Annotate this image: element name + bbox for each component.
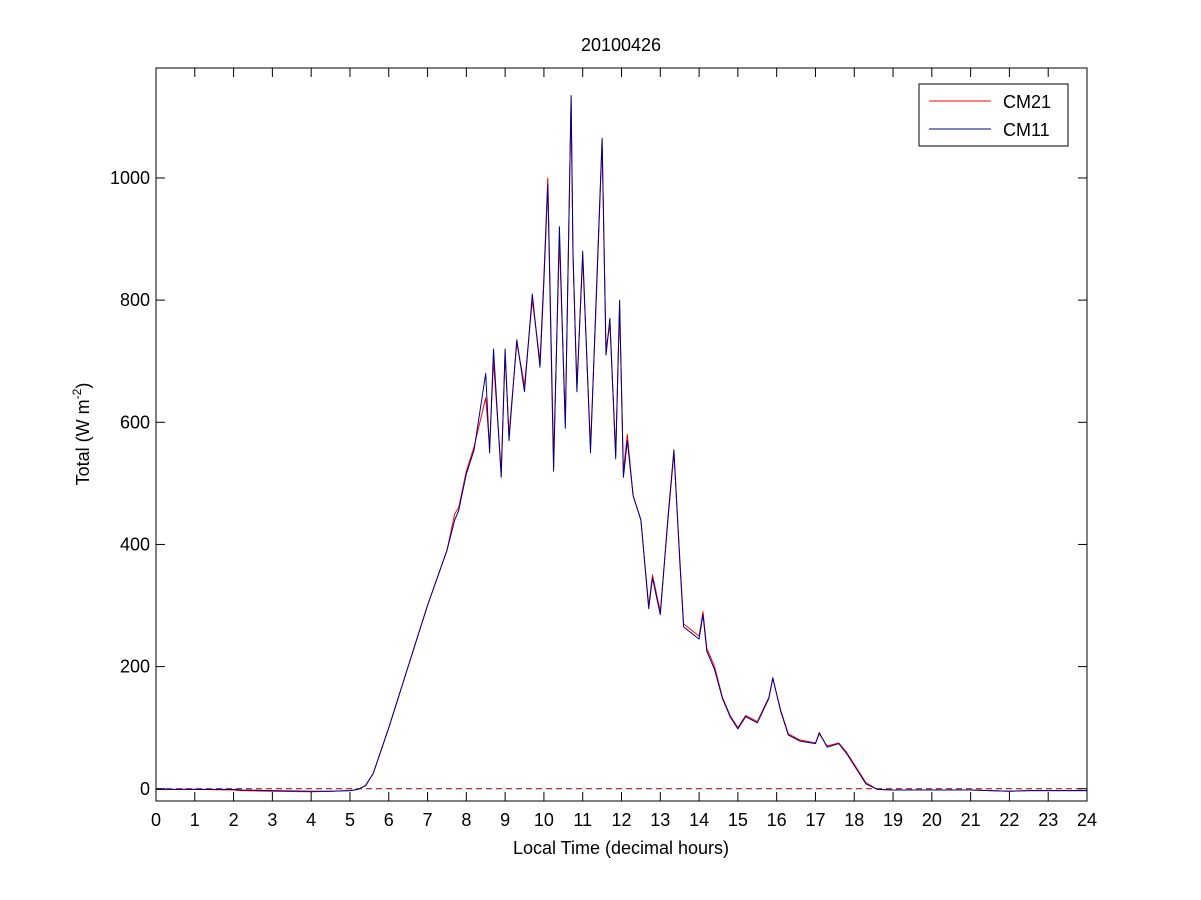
x-tick-label: 8 — [461, 810, 471, 830]
x-tick-label: 12 — [611, 810, 631, 830]
x-tick-label: 4 — [306, 810, 316, 830]
y-axis-label-base: Total (W m — [73, 399, 93, 485]
y-axis-ticks: 0 200 400 600 800 1000 — [110, 168, 1087, 799]
y-axis-label: Total (W m-2) — [70, 383, 93, 486]
legend-label-cm11: CM11 — [1003, 120, 1050, 140]
y-tick-label: 200 — [120, 657, 150, 677]
x-tick-label: 19 — [883, 810, 903, 830]
y-tick-label: 600 — [120, 412, 150, 432]
legend-box — [918, 83, 1069, 147]
x-tick-label: 17 — [805, 810, 825, 830]
x-tick-label: 9 — [500, 810, 510, 830]
x-tick-label: 15 — [728, 810, 748, 830]
legend-label-cm21: CM21 — [1003, 92, 1051, 112]
plot-area — [156, 95, 1087, 793]
chart-title: 20100426 — [581, 35, 661, 55]
x-tick-label: 16 — [767, 810, 787, 830]
x-tick-label: 2 — [229, 810, 239, 830]
x-tick-label: 10 — [534, 810, 554, 830]
x-axis-ticks: 0 1 2 3 4 5 6 7 8 9 10 11 12 13 14 15 16 17 18 19 20 21 22 23 24 — [151, 68, 1097, 830]
legend: CM21 CM11 — [918, 83, 1069, 147]
x-tick-label: 1 — [190, 810, 200, 830]
x-tick-label: 24 — [1077, 810, 1097, 830]
x-tick-label: 18 — [844, 810, 864, 830]
y-tick-label: 400 — [120, 534, 150, 554]
x-tick-label: 13 — [650, 810, 670, 830]
x-tick-label: 22 — [999, 810, 1019, 830]
x-tick-label: 20 — [922, 810, 942, 830]
x-tick-label: 5 — [345, 810, 355, 830]
x-axis-label: Local Time (decimal hours) — [513, 838, 729, 858]
x-tick-label: 23 — [1038, 810, 1058, 830]
y-tick-label: 0 — [140, 779, 150, 799]
y-axis-label-close: ) — [73, 383, 93, 389]
x-tick-label: 21 — [961, 810, 981, 830]
x-tick-label: 14 — [689, 810, 709, 830]
y-tick-label: 800 — [120, 290, 150, 310]
y-tick-label: 1000 — [110, 168, 150, 188]
x-tick-label: 0 — [151, 810, 161, 830]
x-tick-label: 6 — [384, 810, 394, 830]
y-axis-label-superscript: -2 — [70, 388, 84, 399]
x-tick-label: 11 — [573, 810, 592, 830]
x-tick-label: 3 — [267, 810, 277, 830]
x-tick-label: 7 — [423, 810, 433, 830]
series-line-cm11 — [156, 95, 1087, 792]
